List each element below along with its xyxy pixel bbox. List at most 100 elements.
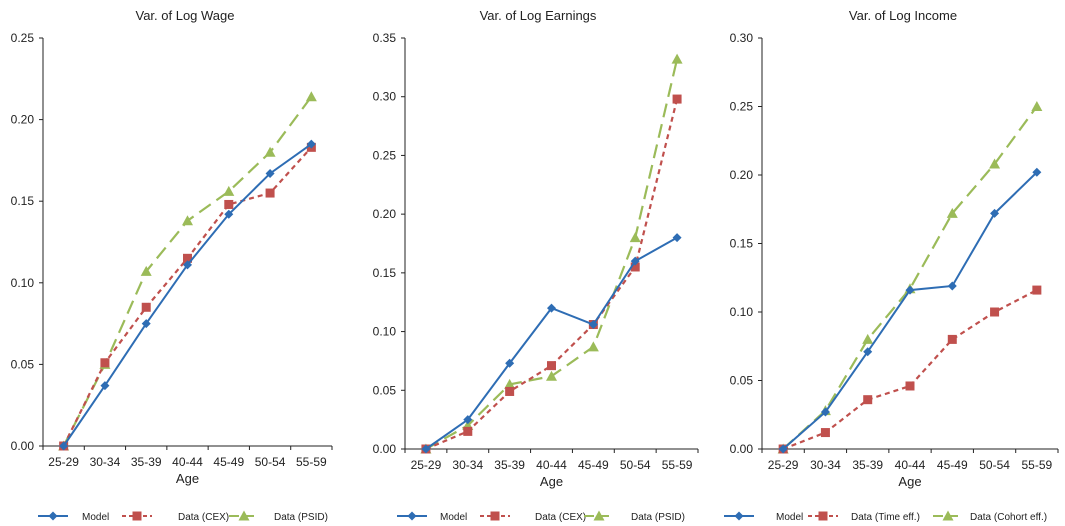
legend: Model Data (CEX) Data (PSID) — [38, 510, 328, 523]
legend-marker — [132, 511, 142, 521]
x-tick-label: 35-39 — [852, 458, 883, 472]
data-point-diamond — [59, 441, 69, 451]
data-point-diamond — [1032, 167, 1042, 177]
data-point-square — [505, 386, 515, 396]
data-point-diamond — [265, 168, 275, 178]
series-line-data-psid — [62, 96, 313, 447]
legend-marker — [734, 511, 744, 521]
legend-marker — [238, 510, 250, 521]
y-tick-label: 0.05 — [373, 383, 397, 397]
data-point-square — [100, 358, 110, 368]
chart-title: Var. of Log Wage — [135, 8, 234, 23]
data-point-triangle — [305, 91, 317, 102]
y-tick-label: 0.10 — [730, 305, 754, 319]
legend-entry-label: Data (CEX) — [178, 512, 229, 523]
y-tick-label: 0.00 — [730, 442, 754, 456]
data-point-square — [224, 199, 234, 209]
y-tick-label: 0.25 — [11, 31, 35, 45]
legend-entry-label: Data (Cohort eff.) — [970, 512, 1047, 523]
legend-entry-label: Data (CEX) — [535, 512, 586, 523]
data-point-diamond — [224, 209, 234, 219]
y-tick-label: 0.20 — [730, 168, 754, 182]
y-tick-label: 0.00 — [373, 442, 397, 456]
x-tick-label: 40-44 — [172, 455, 203, 469]
x-tick-label: 55-59 — [662, 458, 693, 472]
x-tick-label: 35-39 — [131, 455, 162, 469]
data-point-square — [547, 361, 556, 371]
y-tick-label: 0.15 — [730, 237, 754, 251]
data-point-triangle — [629, 232, 641, 243]
data-point-square — [672, 94, 682, 104]
data-point-triangle — [989, 158, 1001, 169]
x-tick-label: 45-49 — [578, 458, 609, 472]
x-axis-label: Age — [176, 471, 199, 486]
x-tick-label: 30-34 — [810, 458, 841, 472]
y-tick-label: 0.10 — [373, 325, 397, 339]
data-point-diamond — [141, 319, 151, 329]
data-point-diamond — [421, 444, 431, 454]
data-point-triangle — [587, 341, 599, 352]
x-tick-label: 55-59 — [296, 455, 327, 469]
data-point-diamond — [630, 256, 640, 266]
data-point-diamond — [306, 139, 316, 149]
chart-title: Var. of Log Income — [849, 8, 957, 23]
y-tick-label: 0.25 — [730, 100, 754, 114]
x-tick-label: 50-54 — [255, 455, 286, 469]
data-point-diamond — [463, 415, 473, 425]
y-tick-label: 0.15 — [11, 194, 35, 208]
data-point-triangle — [264, 146, 276, 157]
y-tick-label: 0.00 — [11, 439, 35, 453]
legend-entry-label: Model — [82, 512, 109, 523]
data-point-triangle — [1031, 101, 1043, 111]
data-point-triangle — [504, 378, 516, 389]
x-tick-label: 50-54 — [620, 458, 651, 472]
data-point-diamond — [672, 233, 682, 243]
data-point-diamond — [505, 358, 515, 368]
legend: Model Data (Time eff.) Data (Cohort eff.) — [724, 510, 1047, 523]
x-tick-label: 45-49 — [213, 455, 244, 469]
y-tick-label: 0.25 — [373, 148, 397, 162]
series-line-data-psid — [425, 58, 679, 450]
y-tick-label: 0.20 — [373, 207, 397, 221]
data-point-square — [863, 395, 873, 405]
legend-entry-label: Data (PSID) — [274, 512, 328, 523]
data-point-square — [463, 426, 473, 436]
data-point-diamond — [588, 320, 598, 330]
data-point-diamond — [947, 281, 957, 291]
legend-marker — [490, 511, 500, 521]
series-line-data-cex — [425, 98, 679, 451]
data-point-diamond — [100, 381, 110, 391]
y-tick-label: 0.05 — [11, 357, 35, 371]
x-tick-label: 40-44 — [536, 458, 567, 472]
data-point-diamond — [778, 444, 788, 454]
x-tick-label: 50-54 — [979, 458, 1010, 472]
data-point-square — [141, 302, 151, 312]
legend: Model Data (CEX) Data (PSID) — [397, 510, 685, 523]
chart-panel-1: Var. of Log Wage 0.00 0.05 0.10 0.15 0.20 0.25… — [11, 8, 333, 523]
x-tick-label: 55-59 — [1022, 458, 1053, 472]
chart-panel-3: Var. of Log Income 0.00 0.05 0.10 0.15 0.20 0.… — [724, 8, 1059, 523]
legend-marker — [818, 511, 828, 521]
data-point-diamond — [990, 208, 1000, 218]
data-point-square — [820, 428, 830, 438]
legend-marker — [407, 511, 417, 521]
data-point-diamond — [820, 407, 830, 417]
x-tick-label: 25-29 — [48, 455, 79, 469]
data-point-square — [947, 334, 957, 344]
data-point-diamond — [183, 260, 192, 270]
x-tick-label: 25-29 — [768, 458, 799, 472]
legend-marker — [593, 510, 605, 521]
data-point-triangle — [223, 185, 235, 196]
data-point-triangle — [862, 333, 874, 344]
chart-panel-2: Var. of Log Earnings 0.00 0.05 0.10 0.15 0.20… — [373, 8, 699, 523]
x-tick-label: 35-39 — [494, 458, 525, 472]
y-tick-label: 0.30 — [373, 90, 397, 104]
chart-title: Var. of Log Earnings — [480, 8, 597, 23]
legend-entry-label: Model — [776, 512, 803, 523]
x-axis-label: Age — [898, 474, 921, 489]
y-tick-label: 0.05 — [730, 374, 754, 388]
legend-marker — [942, 510, 954, 521]
legend-entry-label: Model — [440, 512, 467, 523]
